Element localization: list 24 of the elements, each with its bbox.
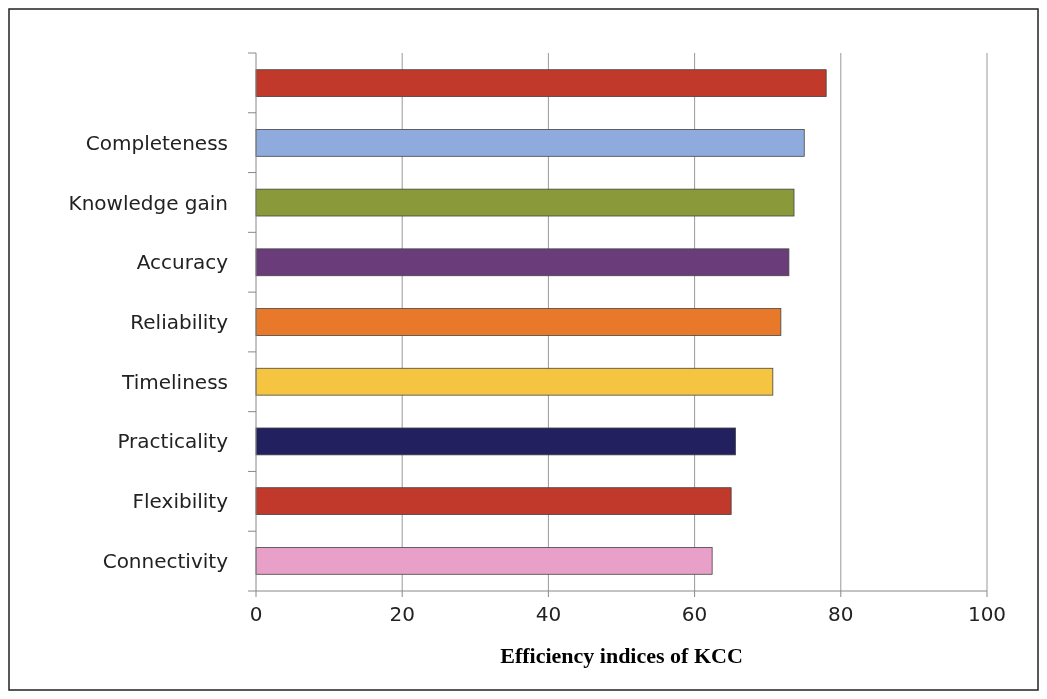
x-tick-label: 100 xyxy=(967,602,1007,626)
bar xyxy=(255,248,790,277)
y-tick-label: Accuracy xyxy=(136,250,229,275)
y-tick-label: Practicality xyxy=(117,429,229,454)
bar xyxy=(255,547,713,575)
bar xyxy=(255,487,732,515)
bar xyxy=(255,427,736,456)
y-tick-label: Reliability xyxy=(130,310,229,334)
x-axis-title: Efficiency indices of KCC xyxy=(500,643,743,668)
x-tick-label: 80 xyxy=(828,602,854,626)
bar xyxy=(255,129,805,157)
x-tick-label: 20 xyxy=(389,602,415,626)
y-tick-label: Flexibility xyxy=(132,489,229,514)
bar xyxy=(255,69,827,97)
y-tick-label: Completeness xyxy=(85,130,228,155)
y-tick-label: Timeliness xyxy=(121,369,228,394)
x-tick-label: 60 xyxy=(681,602,708,626)
y-tick-label: Connectivity xyxy=(102,548,229,573)
bar xyxy=(255,367,774,396)
y-tick-label: Knowledge gain xyxy=(68,190,228,215)
bar xyxy=(255,308,782,336)
x-tick-label: 40 xyxy=(535,602,562,626)
bar xyxy=(255,188,795,217)
x-tick-label: 0 xyxy=(249,602,263,626)
